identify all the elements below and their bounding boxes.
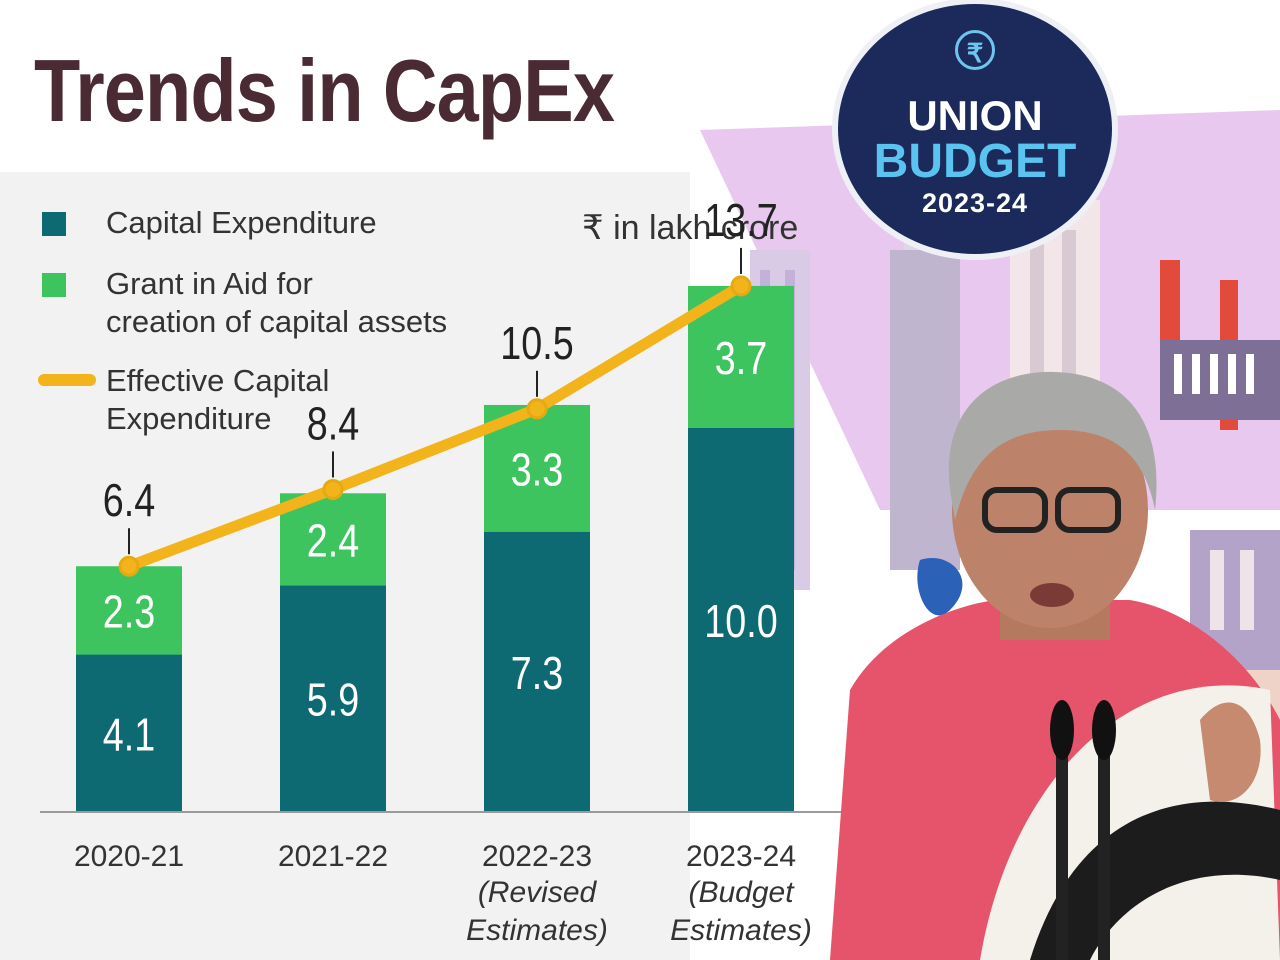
data-label-grant-2: 3.3 [511, 444, 563, 495]
data-label-capex-0: 4.1 [103, 709, 155, 760]
rupee-icon: ₹ [955, 30, 995, 70]
legend-swatch-effective [38, 374, 96, 386]
line-label-0: 6.4 [103, 475, 155, 526]
line-point-3 [730, 275, 752, 297]
x-tick-note-3-1: Estimates) [670, 914, 812, 947]
legend-label-grant: Grant in Aid for creation of capital ass… [106, 266, 448, 339]
line-label-1: 8.4 [307, 398, 359, 449]
speaker-photo [830, 371, 1280, 960]
x-tick-label-3: 2023-24 [686, 840, 796, 873]
union-budget-badge: ₹ UNION BUDGET 2023-24 [838, 4, 1112, 254]
data-label-grant-0: 2.3 [103, 586, 155, 637]
badge-line-union: UNION [907, 92, 1043, 139]
line-point-2 [526, 398, 548, 420]
chart-title: Trends in CapEx [34, 41, 615, 140]
legend-swatch-capex [42, 212, 66, 236]
data-label-capex-3: 10.0 [704, 595, 777, 646]
line-label-3: 13.7 [704, 194, 777, 245]
x-tick-label-2: 2022-23 [482, 840, 592, 873]
bar-capex-0 [76, 654, 182, 812]
badge-line-year: 2023-24 [921, 188, 1029, 218]
bar-capex-3 [688, 428, 794, 812]
x-tick-note-3-0: (Budget [688, 876, 795, 909]
badge-line-budget: BUDGET [873, 135, 1077, 188]
data-label-grant-1: 2.4 [307, 515, 359, 566]
legend-label-capex: Capital Expenditure [106, 205, 377, 240]
x-tick-label-0: 2020-21 [74, 840, 184, 873]
x-tick-note-2-1: Estimates) [466, 914, 608, 947]
x-tick-label-1: 2021-22 [278, 840, 388, 873]
x-tick-note-2-0: (Revised [478, 876, 598, 909]
line-effective-capex [123, 280, 747, 572]
unit-label: ₹ in lakh crore [582, 209, 799, 247]
capex-stacked-bar-chart: 4.12.32020-215.92.42021-227.33.32022-23(… [40, 194, 850, 947]
data-label-capex-1: 5.9 [307, 674, 359, 725]
line-label-2: 10.5 [500, 317, 573, 368]
legend-label-effective: Effective Capital Expenditure [106, 363, 330, 436]
bar-grant-1 [280, 493, 386, 586]
line-point-0 [118, 555, 140, 577]
data-label-grant-3: 3.7 [715, 332, 767, 383]
bar-grant-0 [76, 566, 182, 655]
bar-capex-1 [280, 585, 386, 812]
line-point-1 [322, 478, 344, 500]
data-label-capex-2: 7.3 [511, 647, 563, 698]
legend-swatch-grant [42, 273, 66, 297]
bar-capex-2 [484, 531, 590, 812]
